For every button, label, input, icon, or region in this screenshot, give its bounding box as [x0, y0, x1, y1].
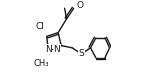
Text: N: N — [45, 45, 52, 54]
Text: S: S — [79, 49, 84, 58]
Text: CH₃: CH₃ — [34, 59, 49, 68]
Text: N: N — [53, 45, 60, 54]
Text: O: O — [76, 1, 83, 10]
Text: Cl: Cl — [35, 22, 44, 31]
